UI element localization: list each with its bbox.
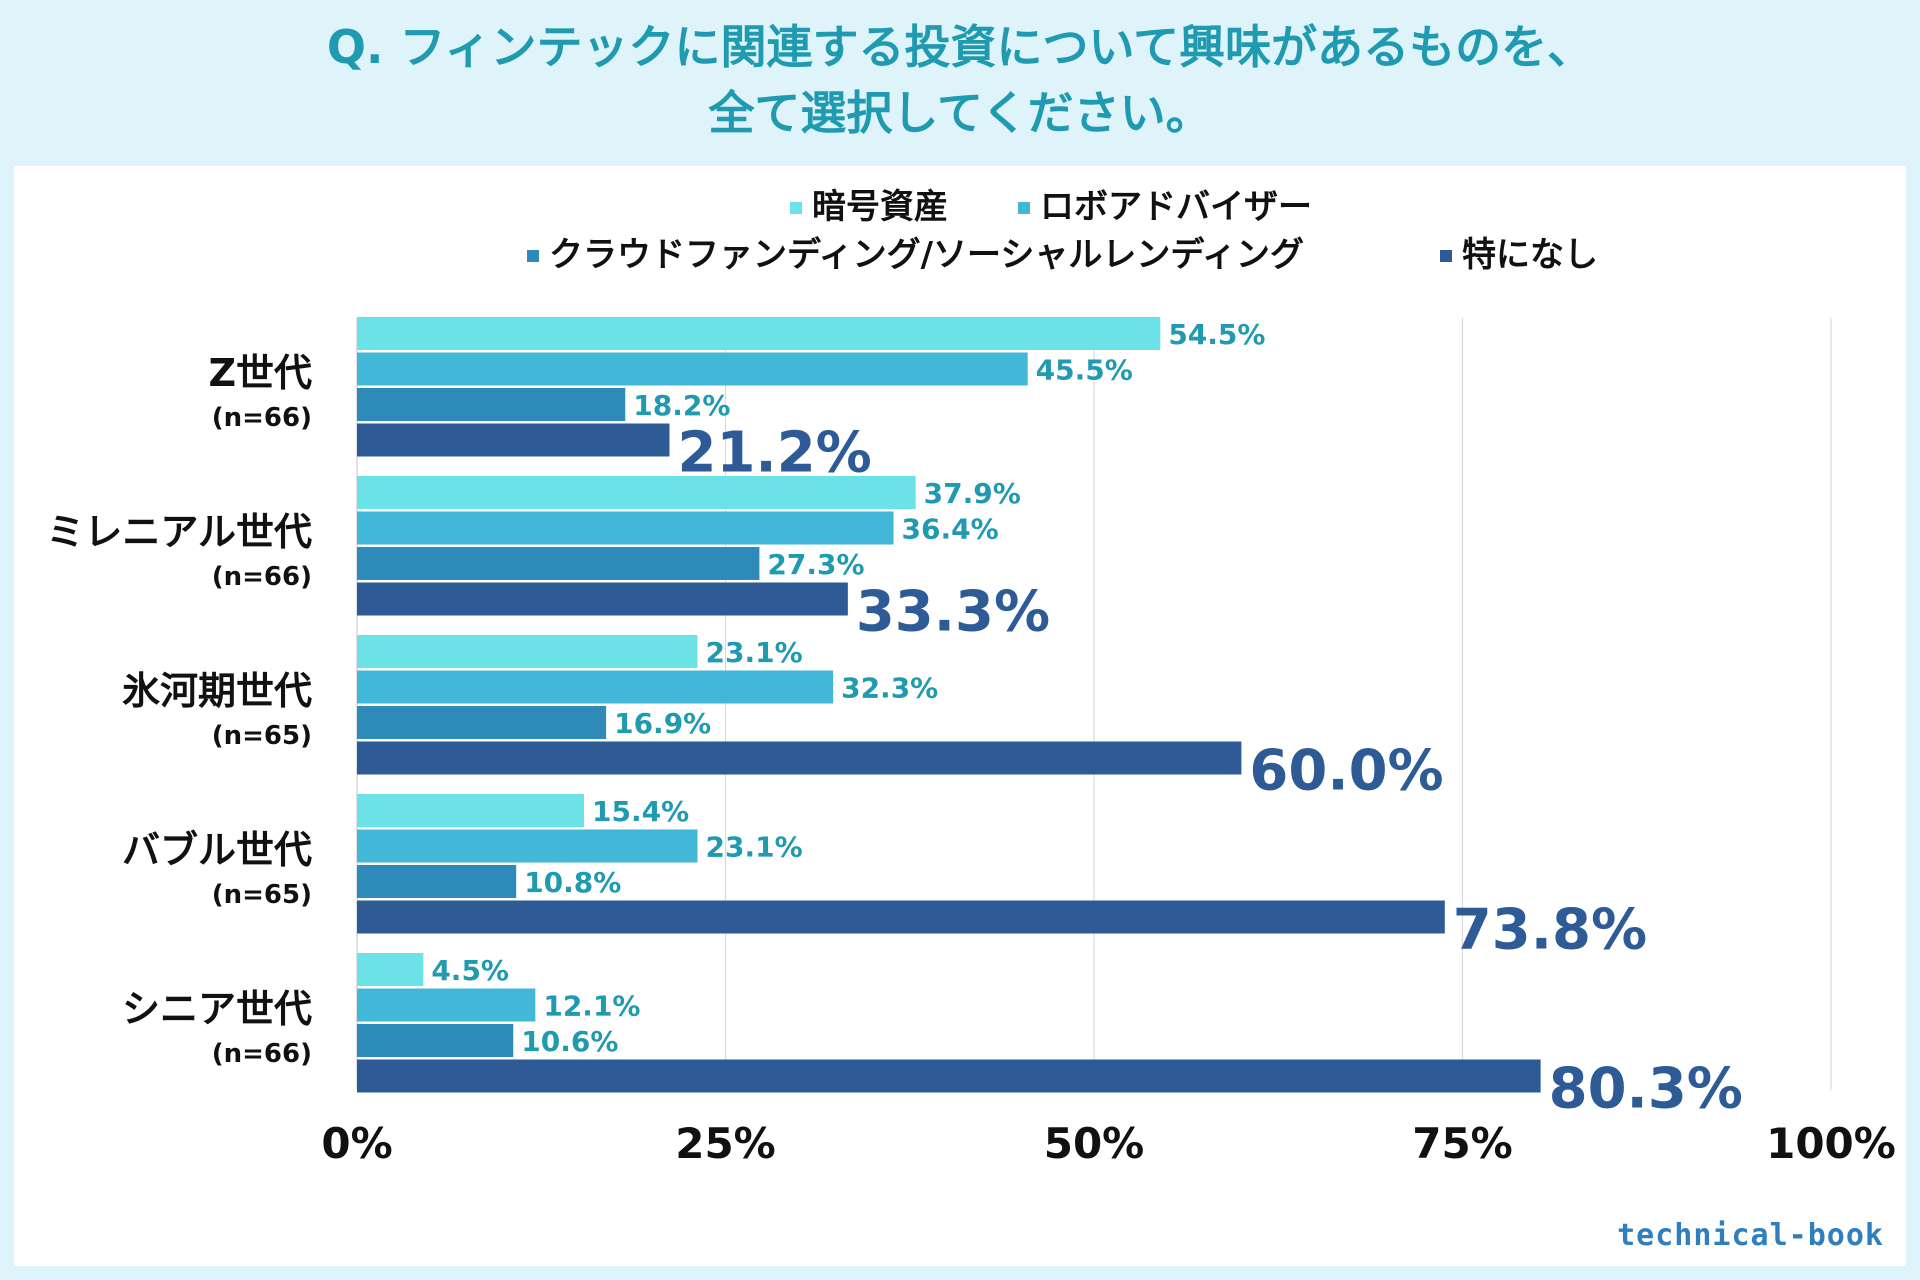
bar-3-1 xyxy=(357,829,698,863)
data-label-3-3: 73.8% xyxy=(1453,898,1647,963)
data-labels: 54.5% 45.5% 18.2%21.2% 37.9%36.4% 27.3%33.3%… xyxy=(431,318,1743,1122)
data-label-4-3: 80.3% xyxy=(1549,1057,1743,1122)
bar-3-3 xyxy=(357,900,1445,934)
data-label-2-0: 23.1% xyxy=(705,636,802,669)
legend-label-1: ロボアドバイザー xyxy=(1040,187,1312,227)
data-label-0-3: 21.2% xyxy=(677,421,871,486)
bar-1-1 xyxy=(357,511,894,545)
legend-label-2: クラウドファンディング/ソーシャルレンディング xyxy=(549,235,1304,275)
legend-swatch-3 xyxy=(1440,250,1452,262)
x-tick-label-100: 100% xyxy=(1766,1119,1896,1168)
data-label-3-0: 15.4% xyxy=(592,795,689,828)
legend-swatch-1 xyxy=(1018,202,1030,214)
bar-0-0 xyxy=(357,317,1161,350)
chart-title-line-1: Q. フィンテックに関連する投資について興味があるものを、 xyxy=(326,20,1594,74)
bar-1-2 xyxy=(357,547,760,580)
bar-1-3 xyxy=(357,582,848,616)
bar-2-1 xyxy=(357,670,834,704)
tick-labels: 0% 25% 50% 75% 100% xyxy=(321,1119,1896,1168)
category-labels: Z世代 (n=66) ミレニアル世代 (n=66) 氷河期世代 (n=65) バブル世代 (n… xyxy=(46,351,312,1069)
data-label-1-1: 36.4% xyxy=(902,513,999,546)
category-label-4: シニア世代 xyxy=(122,987,312,1031)
data-label-1-2: 27.3% xyxy=(767,548,864,581)
legend-label-0: 暗号資産 xyxy=(812,187,948,227)
data-label-2-3: 60.0% xyxy=(1249,739,1443,804)
data-label-4-0: 4.5% xyxy=(431,954,509,987)
data-label-3-1: 23.1% xyxy=(705,831,802,864)
x-tick-label-0: 0% xyxy=(321,1119,392,1168)
category-n-label-0: (n=66) xyxy=(212,403,312,433)
chart-title: Q. フィンテックに関連する投資について興味があるものを、 全て選択してください… xyxy=(0,14,1920,146)
legend-swatch-0 xyxy=(790,202,802,214)
legend-swatch-2 xyxy=(527,250,539,262)
data-label-1-3: 33.3% xyxy=(856,580,1050,645)
bar-2-0 xyxy=(357,635,698,668)
bar-3-2 xyxy=(357,865,517,898)
bar-1-0 xyxy=(357,476,916,509)
bar-4-0 xyxy=(357,953,424,986)
category-n-label-2: (n=65) xyxy=(212,721,312,751)
x-tick-label-50: 50% xyxy=(1044,1119,1145,1168)
x-tick-label-25: 25% xyxy=(675,1119,776,1168)
bar-0-2 xyxy=(357,388,626,421)
bar-4-3 xyxy=(357,1059,1541,1093)
bar-4-2 xyxy=(357,1024,514,1057)
category-label-1: ミレニアル世代 xyxy=(46,510,312,554)
bar-2-2 xyxy=(357,706,607,739)
data-label-0-1: 45.5% xyxy=(1036,354,1133,387)
category-label-3: バブル世代 xyxy=(122,828,312,872)
data-label-4-1: 12.1% xyxy=(543,990,640,1023)
bar-3-0 xyxy=(357,794,584,827)
bar-0-1 xyxy=(357,352,1028,386)
data-label-3-2: 10.8% xyxy=(524,866,621,899)
chart-title-line-2: 全て選択してください。 xyxy=(708,86,1212,140)
brand-logo-text: technical-book xyxy=(1617,1218,1884,1253)
data-label-0-2: 18.2% xyxy=(633,389,730,422)
bar-0-3 xyxy=(357,423,670,457)
bar-2-3 xyxy=(357,741,1242,775)
category-n-label-4: (n=66) xyxy=(212,1039,312,1069)
bar-4-1 xyxy=(357,988,536,1022)
category-label-2: 氷河期世代 xyxy=(122,669,312,713)
data-label-2-2: 16.9% xyxy=(614,707,711,740)
legend-label-3: 特になし xyxy=(1462,235,1598,275)
category-n-label-3: (n=65) xyxy=(212,880,312,910)
x-tick-label-75: 75% xyxy=(1412,1119,1513,1168)
category-label-0: Z世代 xyxy=(208,351,312,395)
data-label-1-0: 37.9% xyxy=(924,477,1021,510)
data-label-2-1: 32.3% xyxy=(841,672,938,705)
bars xyxy=(357,317,1541,1093)
data-label-4-2: 10.6% xyxy=(521,1025,618,1058)
data-label-0-0: 54.5% xyxy=(1168,318,1265,351)
category-n-label-1: (n=66) xyxy=(212,562,312,592)
